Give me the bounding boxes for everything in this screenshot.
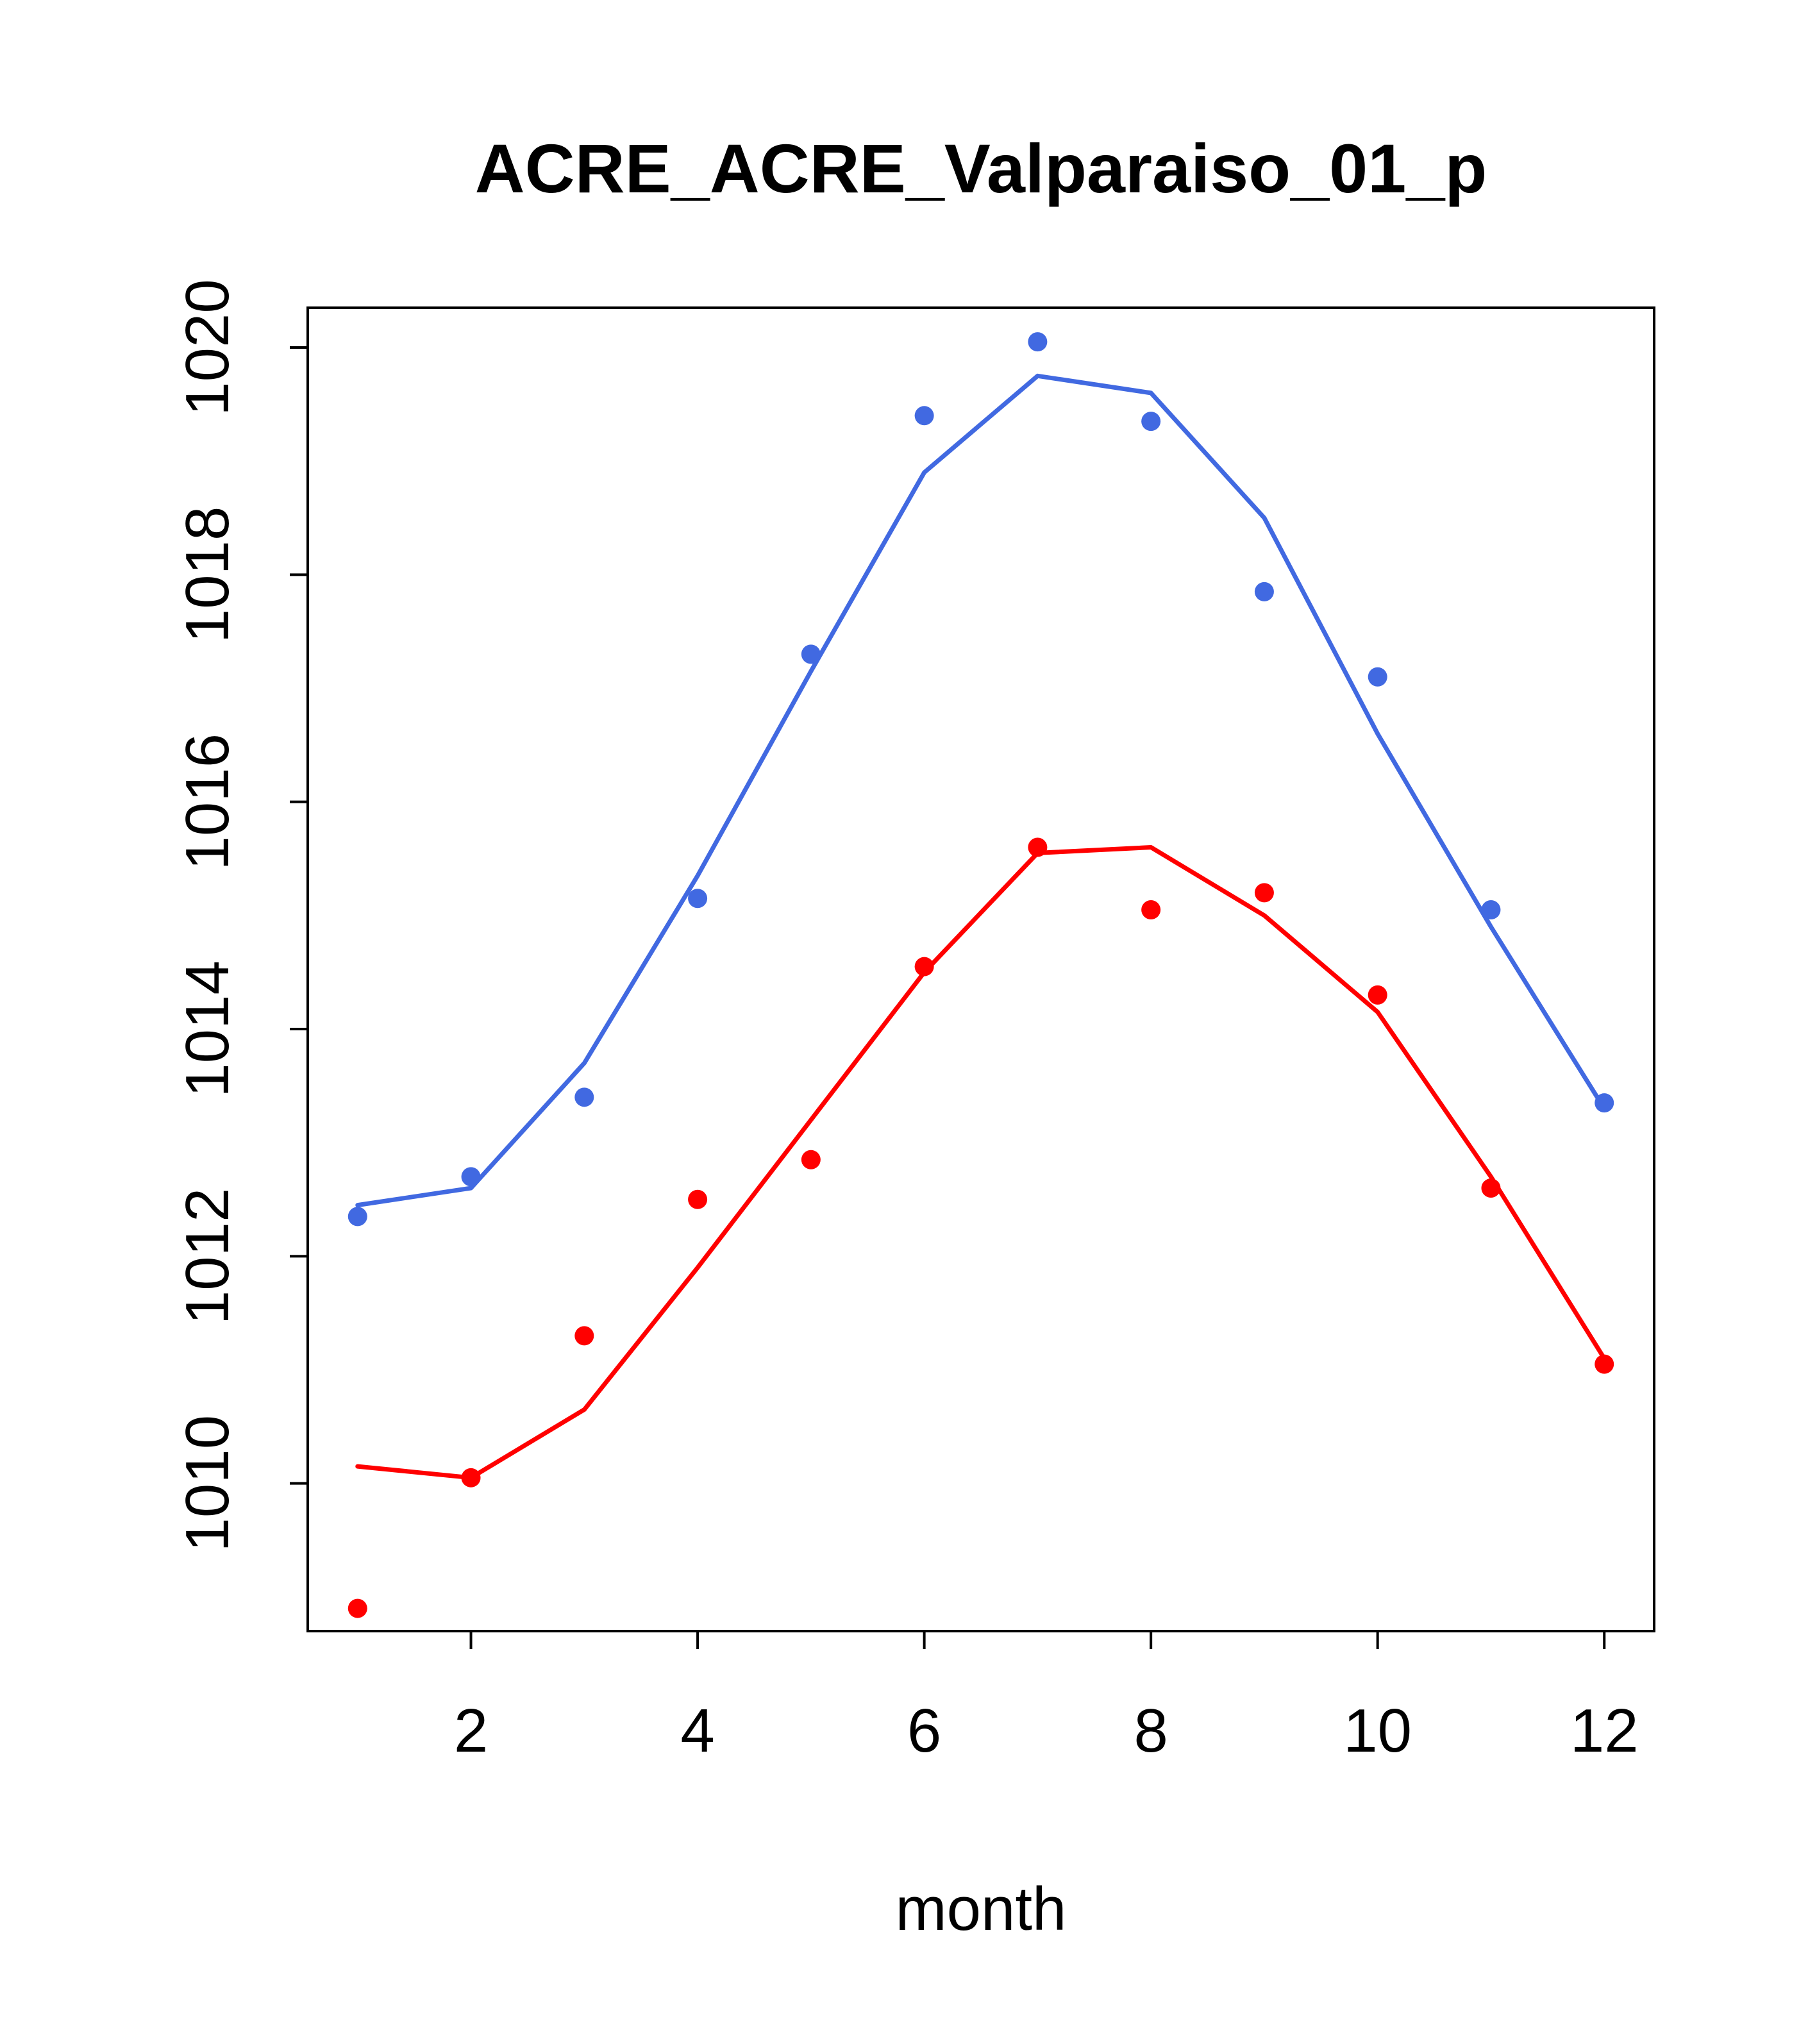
observed-red-point: [1141, 900, 1161, 919]
observed-blue-point: [1141, 412, 1161, 431]
x-tick-label: 12: [1570, 1696, 1639, 1765]
x-tick-label: 2: [454, 1696, 488, 1765]
observed-red-point: [1254, 883, 1274, 903]
plot-border: [306, 306, 1655, 1632]
observed-red-point: [1028, 837, 1048, 857]
x-tick-label: 4: [680, 1696, 714, 1765]
observed-red-point: [461, 1468, 481, 1487]
fitted-red-line: [355, 845, 1607, 1480]
chart-title: ACRE_ACRE_Valparaiso_01_p: [475, 130, 1487, 207]
observed-red-point: [574, 1326, 594, 1346]
observed-red-point: [688, 1189, 708, 1209]
y-tick-label: 1010: [173, 1415, 242, 1552]
x-axis-label: month: [896, 1875, 1067, 1943]
observed-red-point: [1481, 1178, 1501, 1198]
observed-blue-point: [914, 406, 934, 426]
observed-red-point: [347, 1598, 367, 1618]
observed-blue-point: [1481, 900, 1501, 919]
x-tick-label: 6: [907, 1696, 941, 1765]
observed-blue-point: [1595, 1093, 1614, 1113]
observed-red-point: [914, 957, 934, 976]
x-tick-label: 10: [1343, 1696, 1412, 1765]
data-series: [347, 332, 1614, 1618]
y-tick-label: 1016: [173, 733, 242, 871]
y-tick-label: 1012: [173, 1188, 242, 1325]
y-tick-label: 1018: [173, 507, 242, 644]
x-tick-label: 8: [1134, 1696, 1168, 1765]
observed-blue-point: [574, 1087, 594, 1107]
observed-red-point: [1595, 1354, 1614, 1374]
y-tick-label: 1014: [173, 960, 242, 1098]
y-tick-label: 1020: [173, 279, 242, 416]
observed-red-point: [1368, 985, 1387, 1005]
observed-red-point: [801, 1150, 821, 1169]
observed-blue-point: [461, 1167, 481, 1187]
observed-blue-point: [1368, 667, 1387, 687]
observed-blue-point: [1028, 332, 1048, 352]
fitted-blue-line: [355, 373, 1607, 1208]
observed-blue-point: [801, 644, 821, 664]
observed-blue-point: [347, 1207, 367, 1227]
observed-blue-point: [688, 889, 708, 909]
observed-blue-point: [1254, 582, 1274, 601]
